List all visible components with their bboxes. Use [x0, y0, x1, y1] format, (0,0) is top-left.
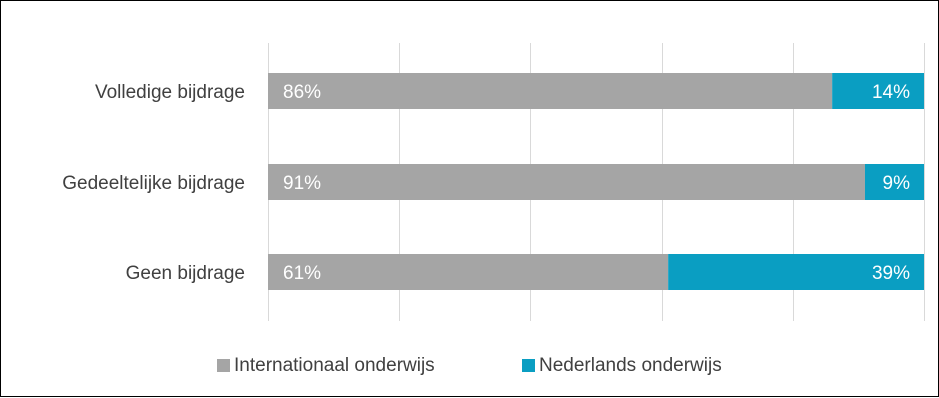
data-label: 86%: [283, 82, 321, 103]
legend-label: Nederlands onderwijs: [539, 355, 722, 376]
data-label: 61%: [283, 263, 321, 284]
legend-label: Internationaal onderwijs: [234, 355, 435, 376]
category-label: Geen bijdrage: [126, 263, 245, 284]
category-label: Volledige bijdrage: [95, 82, 245, 103]
category-label: Gedeeltelijke bijdrage: [62, 173, 245, 194]
bars: 86% 14% 91% 9% 61% 39%: [268, 73, 924, 290]
data-label: 39%: [872, 263, 910, 284]
legend-swatch: [217, 359, 230, 372]
data-label: 9%: [883, 173, 911, 194]
legend-swatch: [522, 359, 535, 372]
bar-segment: [268, 164, 865, 200]
category-labels: Volledige bijdrage Gedeeltelijke bijdrage…: [62, 82, 245, 284]
data-label: 91%: [283, 173, 321, 194]
data-label: 14%: [872, 82, 910, 103]
bar-segment: [268, 73, 832, 109]
legend: Internationaal onderwijs Nederlands onder…: [217, 355, 722, 376]
bar-segment: [268, 254, 668, 290]
